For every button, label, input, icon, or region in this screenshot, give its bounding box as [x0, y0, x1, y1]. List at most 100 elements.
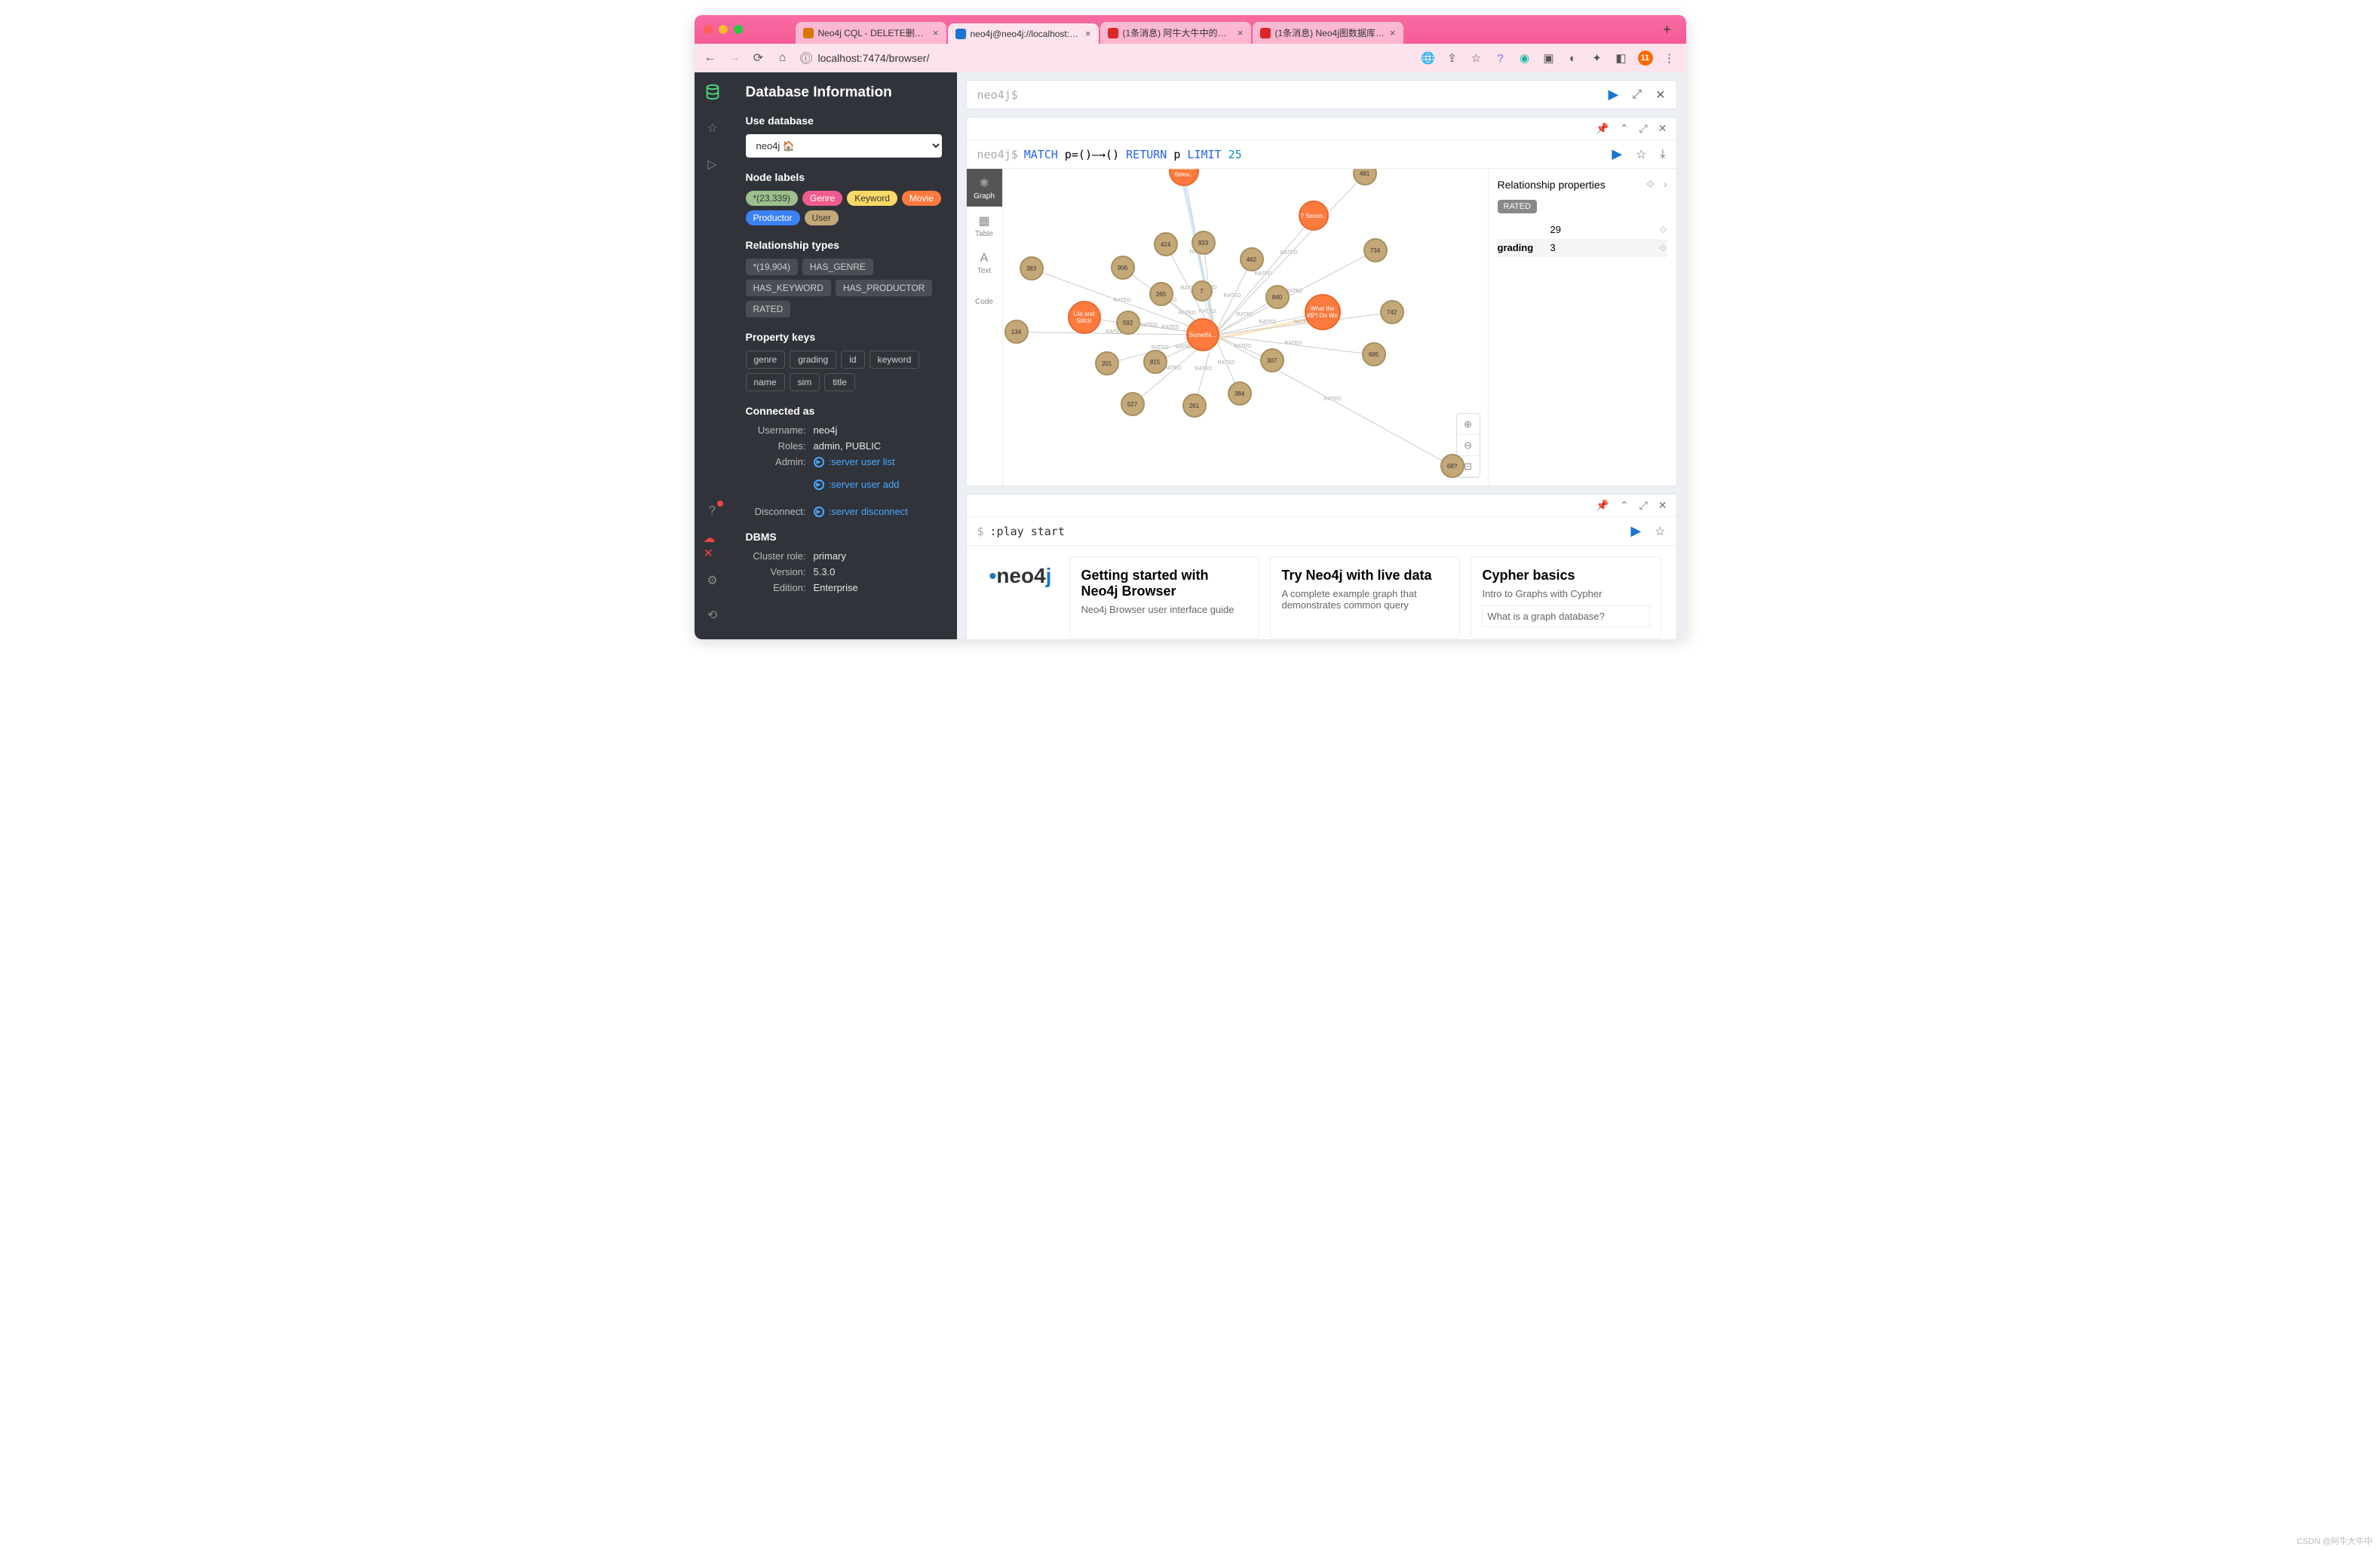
tab-close-icon[interactable]: ×: [933, 27, 939, 38]
guides-icon[interactable]: ▷: [704, 155, 722, 173]
graph-node[interactable]: 906: [1111, 256, 1135, 280]
db-select[interactable]: neo4j 🏠: [746, 134, 942, 158]
translate-icon[interactable]: 🌐: [1421, 51, 1436, 66]
admin-link[interactable]: ▶:server user list: [814, 456, 942, 467]
browser-tab[interactable]: (1条消息) Neo4j图数据库介绍及×: [1253, 22, 1403, 44]
prop-key-chip[interactable]: id: [841, 351, 864, 369]
guide-card[interactable]: Try Neo4j with live dataA complete examp…: [1270, 556, 1460, 639]
prop-key-chip[interactable]: name: [746, 373, 785, 391]
expand-button[interactable]: ⤢: [1632, 88, 1642, 102]
node-label-pill[interactable]: User: [805, 210, 839, 225]
new-tab-button[interactable]: +: [1658, 20, 1677, 39]
prop-key-chip[interactable]: genre: [746, 351, 786, 369]
graph-node[interactable]: 265: [1149, 282, 1173, 306]
forward-button[interactable]: →: [728, 51, 741, 65]
graph-node[interactable]: Lilo and Stitch: [1068, 301, 1101, 334]
graph-node[interactable]: 815: [1143, 350, 1167, 374]
rerun-button[interactable]: ▶: [1630, 523, 1641, 539]
pin-icon[interactable]: 📌: [1596, 122, 1609, 135]
back-button[interactable]: ←: [704, 51, 717, 65]
favorites-icon[interactable]: ☆: [704, 119, 722, 137]
site-info-icon[interactable]: ⓘ: [800, 52, 812, 64]
extensions-icon[interactable]: ✦: [1590, 51, 1605, 66]
graph-node[interactable]: 933: [1192, 231, 1216, 255]
disconnect-link[interactable]: ▶:server disconnect: [814, 506, 942, 517]
graph-node[interactable]: 527: [1121, 392, 1145, 416]
home-button[interactable]: ⌂: [776, 51, 790, 65]
node-label-pill[interactable]: Movie: [902, 191, 941, 206]
db-icon[interactable]: [704, 83, 722, 101]
graph-node[interactable]: Immortal Belov..: [1169, 169, 1199, 186]
graph-node[interactable]: 462: [1240, 247, 1264, 271]
prop-key-chip[interactable]: grading: [790, 351, 836, 369]
prop-key-chip[interactable]: keyword: [869, 351, 920, 369]
graph-node[interactable]: 742: [1380, 300, 1404, 324]
close-frame-icon[interactable]: ✕: [1658, 122, 1667, 135]
tab-close-icon[interactable]: ×: [1238, 27, 1244, 38]
download-button[interactable]: ⤓: [1660, 148, 1665, 161]
guide-card[interactable]: Cypher basicsIntro to Graphs with Cypher…: [1471, 556, 1661, 639]
minimize-window[interactable]: [719, 25, 728, 34]
tab-close-icon[interactable]: ×: [1085, 28, 1091, 39]
browser-tab[interactable]: Neo4j CQL - DELETE删除_w3c×: [796, 22, 946, 44]
graph-node[interactable]: What the #$*! Do We: [1305, 294, 1341, 330]
prop-key-chip[interactable]: sim: [790, 373, 820, 391]
browser-tab[interactable]: neo4j@neo4j://localhost:7687×: [948, 23, 1099, 44]
graph-node[interactable]: 383: [1020, 256, 1044, 280]
rel-type-chip[interactable]: RATED: [746, 301, 791, 317]
graph-node[interactable]: 695: [1362, 342, 1386, 366]
view-tab-graph[interactable]: ⚛Graph: [967, 169, 1002, 207]
graph-node[interactable]: ? Secon..: [1299, 201, 1329, 231]
star-button[interactable]: ☆: [1636, 147, 1646, 162]
close-window[interactable]: [704, 25, 713, 34]
graph-node[interactable]: 592: [1116, 311, 1140, 335]
graph-edge[interactable]: [1213, 173, 1365, 335]
reload-button[interactable]: ⟳: [752, 51, 765, 65]
node-label-pill[interactable]: Keyword: [847, 191, 897, 206]
close-button[interactable]: ✕: [1655, 87, 1665, 103]
graph-node[interactable]: 734: [1363, 238, 1388, 262]
graph-node[interactable]: 201: [1095, 351, 1119, 375]
zoom-in-button[interactable]: ⊕: [1457, 414, 1480, 435]
node-label-pill[interactable]: Productor: [746, 210, 800, 225]
star-button[interactable]: ☆: [1655, 524, 1665, 539]
ext3-icon[interactable]: ◐: [1566, 51, 1581, 66]
rerun-button[interactable]: ▶: [1612, 146, 1622, 162]
cloud-icon[interactable]: ☁✕: [704, 537, 722, 555]
ext2-icon[interactable]: ▣: [1541, 51, 1557, 66]
guide-card[interactable]: Getting started with Neo4j BrowserNeo4j …: [1069, 556, 1259, 639]
ext4-icon[interactable]: ◧: [1614, 51, 1629, 66]
graph-node[interactable]: Somethi...: [1186, 318, 1219, 351]
collapse-icon[interactable]: ⌃: [1620, 499, 1629, 512]
cypher-editor[interactable]: neo4j$ ▶ ⤢ ✕: [966, 80, 1677, 109]
fullscreen-icon[interactable]: ⤢: [1639, 499, 1648, 512]
rel-type-pill[interactable]: RATED: [1498, 200, 1537, 213]
admin-link[interactable]: ▶:server user add: [814, 479, 942, 490]
rel-type-chip[interactable]: *(19,904): [746, 259, 798, 275]
graph-node[interactable]: 840: [1265, 285, 1290, 309]
url-field[interactable]: ⓘlocalhost:7474/browser/: [800, 52, 930, 64]
rel-type-chip[interactable]: HAS_KEYWORD: [746, 280, 831, 296]
maximize-window[interactable]: [734, 25, 743, 34]
collapse-icon[interactable]: ⌃: [1620, 122, 1629, 135]
view-tab-text[interactable]: AText: [967, 244, 1002, 282]
close-frame-icon[interactable]: ✕: [1658, 499, 1667, 512]
profile-badge[interactable]: 11: [1638, 51, 1653, 66]
rel-type-chip[interactable]: HAS_GENRE: [802, 259, 873, 275]
browser-tab[interactable]: (1条消息) 阿牛大牛中的博客_CS×: [1100, 22, 1251, 44]
graph-node[interactable]: 307: [1260, 348, 1284, 372]
rel-type-chip[interactable]: HAS_PRODUCTOR: [836, 280, 932, 296]
graph-node[interactable]: 384: [1228, 381, 1252, 406]
node-label-pill[interactable]: Genre: [802, 191, 842, 206]
graph-node[interactable]: 7: [1192, 280, 1213, 302]
graph-node[interactable]: 261: [1182, 394, 1207, 418]
graph-node[interactable]: 134: [1004, 320, 1029, 344]
run-button[interactable]: ▶: [1608, 87, 1618, 103]
graph-node[interactable]: 424: [1154, 232, 1178, 256]
view-tab-code[interactable]: Code: [967, 282, 1002, 320]
pin-icon[interactable]: 📌: [1596, 499, 1609, 512]
settings-icon[interactable]: ⚙: [704, 571, 722, 590]
help-icon[interactable]: ?: [1493, 51, 1508, 66]
fullscreen-icon[interactable]: ⤢: [1639, 122, 1648, 135]
share-icon[interactable]: ⇪: [1445, 51, 1460, 66]
